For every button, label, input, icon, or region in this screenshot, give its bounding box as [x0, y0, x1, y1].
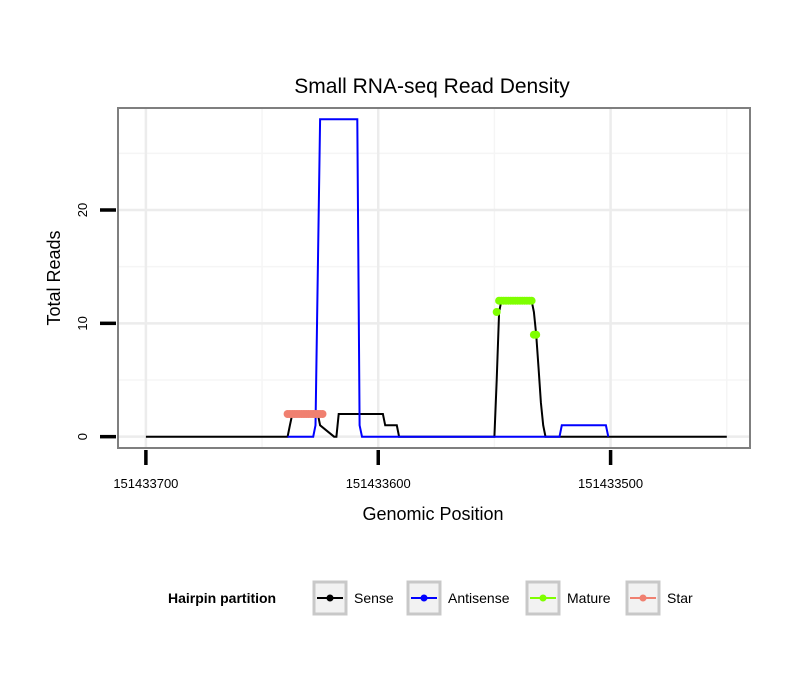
- legend-key-point: [539, 594, 547, 602]
- legend-key-point: [639, 594, 647, 602]
- plot-panel-border: [117, 107, 751, 449]
- legend-label-antisense: Antisense: [448, 590, 510, 606]
- legend-title: Hairpin partition: [168, 590, 276, 606]
- data-point-mature: [527, 296, 536, 305]
- legend-label-star: Star: [667, 590, 693, 606]
- legend: Hairpin partition Sense Antisense Mature St…: [168, 580, 693, 616]
- legend-label-sense: Sense: [354, 590, 394, 606]
- legend-key-point: [420, 594, 428, 602]
- data-point-star: [318, 410, 327, 418]
- legend-key-point: [326, 594, 334, 602]
- y-tick-label: 10: [75, 316, 90, 330]
- axes: 0 10 20 151433700 151433600 151433500: [75, 203, 643, 491]
- series-line-antisense: [287, 118, 610, 438]
- data-point-mature: [492, 308, 501, 316]
- x-tick-label: 151433500: [578, 476, 643, 491]
- legend-label-mature: Mature: [567, 590, 611, 606]
- y-tick-label: 20: [75, 203, 90, 217]
- x-tick-label: 151433600: [346, 476, 411, 491]
- series-layer: [145, 118, 727, 438]
- x-tick-label: 151433700: [113, 476, 178, 491]
- data-point-mature: [532, 330, 541, 339]
- chart-title: Small RNA-seq Read Density: [294, 75, 570, 98]
- y-axis-label: Total Reads: [44, 230, 64, 325]
- x-axis-label: Genomic Position: [362, 504, 503, 524]
- y-tick-label: 0: [75, 433, 90, 440]
